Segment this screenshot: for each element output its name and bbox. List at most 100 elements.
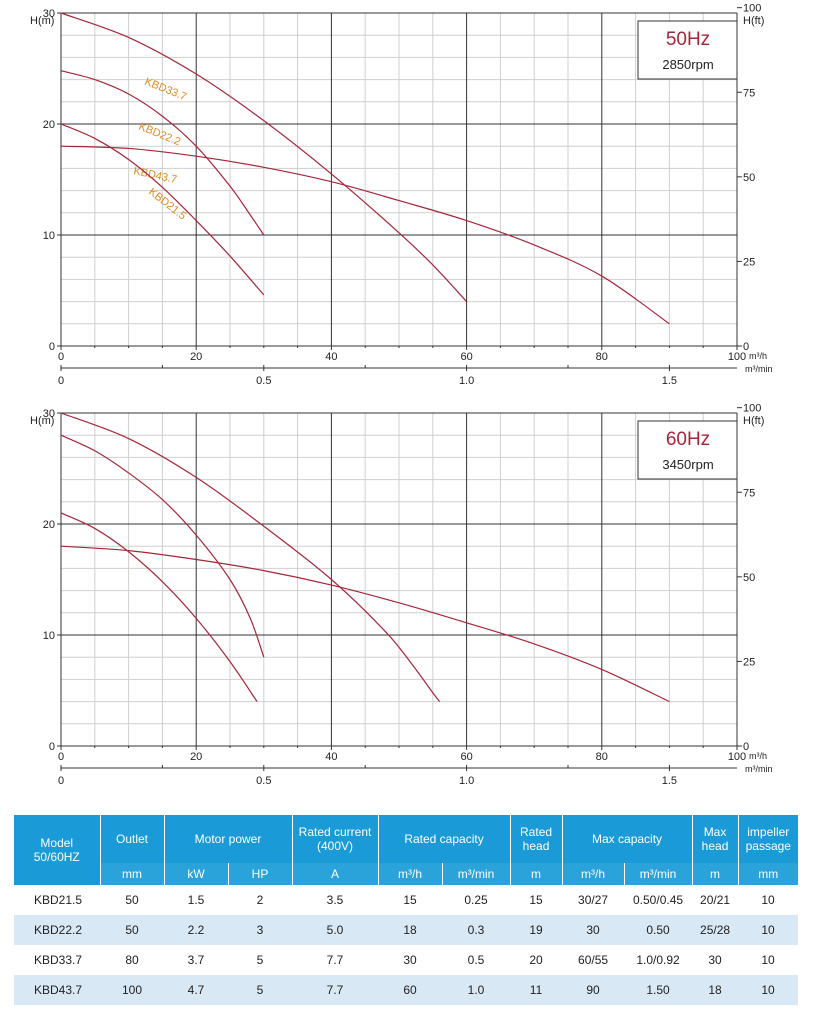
unit-cell: mm: [99, 863, 164, 885]
unit-cell: m: [691, 863, 739, 885]
frequency-box: [637, 20, 738, 80]
table-cell: 2.2: [164, 915, 228, 945]
table-cell: 20: [529, 953, 543, 967]
curve-label: KBD22.2: [137, 121, 182, 149]
chart-title: 60Hz: [666, 429, 710, 450]
x-tick-label: 100: [728, 351, 746, 363]
x-unit-label: m³/h: [749, 351, 767, 361]
table-cell: 100: [100, 975, 164, 1005]
y-tick-label: 10: [43, 230, 55, 242]
table-cell: 90: [562, 975, 625, 1005]
table-cell: 3.5: [326, 893, 344, 907]
header-max-capacity: Max capacity: [561, 815, 693, 863]
table-cell: 5: [228, 975, 293, 1005]
table-cell: 10: [738, 915, 799, 945]
table-cell: 1.0: [442, 975, 511, 1005]
table-cell: 4.7: [164, 975, 228, 1005]
table-cell: 30: [708, 953, 722, 967]
table-cell: 7.7: [326, 953, 344, 967]
x-tick-label: 0: [58, 351, 64, 363]
unit-cell: HP: [227, 863, 293, 885]
table-cell: 1.0/0.92: [636, 953, 680, 967]
x2-unit-label: m³/min: [745, 364, 773, 374]
curve-kbd43-7: [60, 145, 670, 325]
table-cell: 1.50: [624, 975, 693, 1005]
y2-tick-label: 100: [743, 3, 761, 15]
x-tick-label: 100: [728, 751, 746, 763]
table-cell: 60: [378, 975, 443, 1005]
unit-cell: kW: [163, 863, 228, 885]
x2-tick-label: 1.0: [459, 375, 474, 387]
x-unit-label: m³/h: [749, 751, 767, 761]
y-tick-label: 30: [43, 408, 55, 420]
table-cell: 0.50: [624, 915, 693, 945]
table-cell: 19: [510, 915, 563, 945]
table-cell: 10: [761, 953, 775, 967]
x2-tick-label: 0: [58, 775, 64, 787]
table-cell: 0.25: [464, 893, 488, 907]
curve-kbd22-2: [60, 70, 265, 236]
y2-tick-label: 75: [743, 487, 755, 499]
x-tick-label: 20: [190, 351, 202, 363]
y2-tick-label: 100: [743, 403, 761, 415]
header-impeller-passage: impeller passage: [737, 815, 799, 863]
x2-tick-label: 0: [58, 375, 64, 387]
table-row: KBD43.7 100 4.7 5 7.7 60 1.0 11 90 1.50 18 10: [14, 975, 799, 1005]
unit-cell: m: [509, 863, 563, 885]
unit-cell: m³/min: [441, 863, 511, 885]
table-cell: 5: [256, 953, 264, 967]
model-cell: KBD33.7: [34, 953, 83, 967]
unit-cell: mm: [737, 863, 799, 885]
x2-tick-label: 0.5: [256, 775, 271, 787]
y-axis-label: H(m): [30, 15, 54, 27]
chart-title: 50Hz: [666, 29, 710, 50]
table-cell: 30: [403, 953, 417, 967]
header-rated-capacity: Rated capacity: [377, 815, 511, 863]
x-tick-label: 60: [460, 751, 472, 763]
y2-tick-label: 75: [743, 87, 755, 99]
curve-kbd21-5: [60, 512, 258, 702]
x2-unit-label: m³/min: [745, 764, 773, 774]
table-cell: 15: [529, 893, 543, 907]
table-cell: 18: [692, 975, 739, 1005]
table-cell: 3: [228, 915, 293, 945]
y-tick-label: 0: [49, 741, 55, 753]
x2-tick-label: 1.5: [662, 375, 677, 387]
unit-cell: m³/min: [623, 863, 693, 885]
x-tick-label: 40: [325, 351, 337, 363]
unit-cell: m³/h: [377, 863, 443, 885]
header-motor-power: Motor power: [163, 815, 293, 863]
model-cell: KBD22.2: [14, 915, 100, 945]
unit-cell: A: [291, 863, 379, 885]
x2-tick-label: 0.5: [256, 375, 271, 387]
y2-tick-label: 0: [743, 341, 749, 353]
y-tick-label: 20: [43, 519, 55, 531]
table-cell: 30: [562, 915, 625, 945]
x-tick-label: 20: [190, 751, 202, 763]
curve-kbd43-7: [60, 545, 670, 703]
table-cell: 0.3: [442, 915, 511, 945]
table-cell: 15: [403, 893, 417, 907]
table-cell: 3.7: [187, 953, 205, 967]
frequency-box: [637, 420, 738, 480]
x2-tick-label: 1.0: [459, 775, 474, 787]
unit-cell: m³/h: [561, 863, 625, 885]
y2-tick-label: 50: [743, 172, 755, 184]
model-cell: KBD21.5: [34, 893, 83, 907]
chart-subtitle: 2850rpm: [662, 57, 713, 72]
x2-tick-label: 1.5: [662, 775, 677, 787]
table-cell: 50: [125, 893, 139, 907]
table-row: KBD21.5 50 1.5 2 3.5 15 0.25 15 30/27 0.50/0.45 20…: [14, 885, 798, 915]
table-cell: 18: [378, 915, 443, 945]
x-tick-label: 80: [596, 751, 608, 763]
table-cell: 25/28: [692, 915, 739, 945]
curve-kbd33-7: [60, 12, 468, 303]
table-cell: 80: [125, 953, 139, 967]
table-cell: 2: [256, 893, 264, 907]
y2-tick-label: 50: [743, 572, 755, 584]
table-row: KBD22.2 50 2.2 3 5.0 18 0.3 19 30 0.50 25/28 10: [14, 915, 799, 945]
table-cell: 7.7: [292, 975, 379, 1005]
x-tick-label: 80: [596, 351, 608, 363]
header-rated-head: Rated head: [509, 815, 563, 863]
